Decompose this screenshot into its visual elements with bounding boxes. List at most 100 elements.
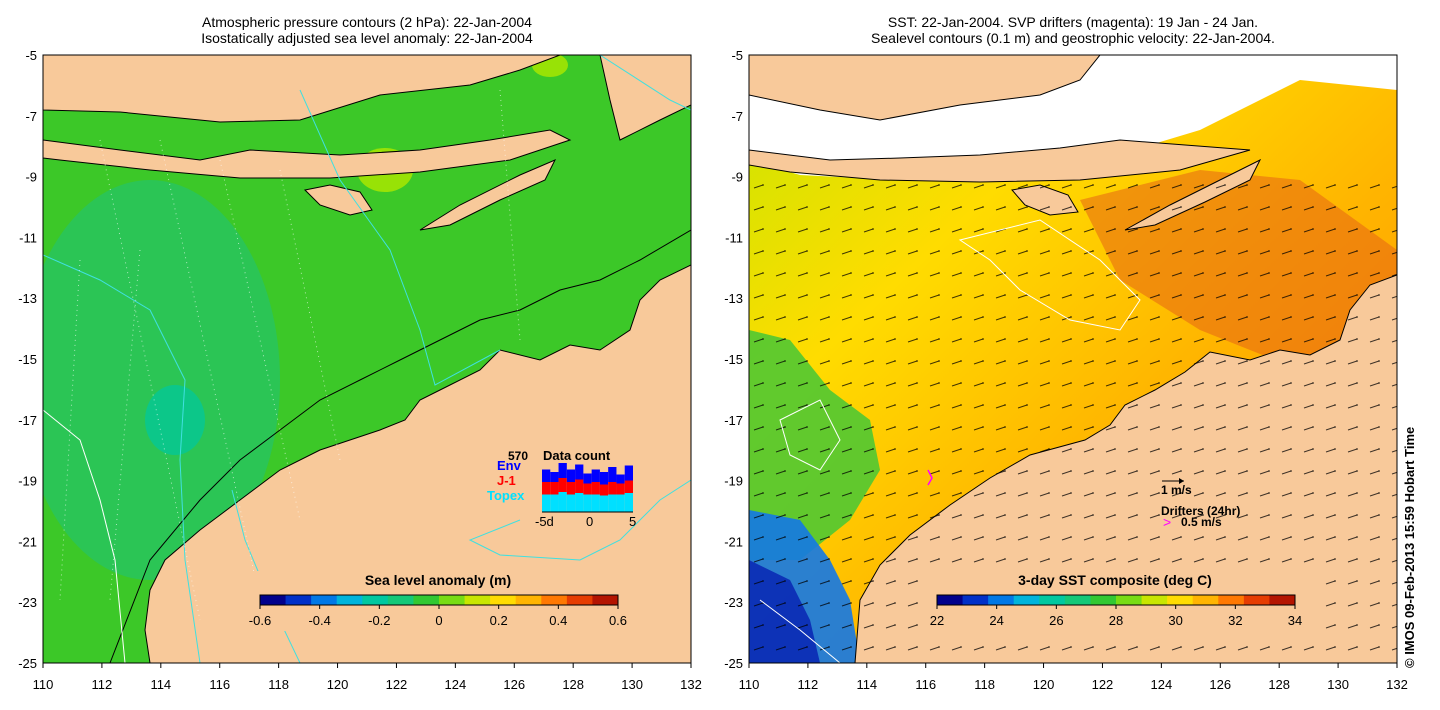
right-lat-tick--17: -17 [724, 413, 743, 428]
left-colorbar-swatch [464, 595, 491, 605]
left-land-sumba [303, 184, 373, 216]
data-count-bar-j1 [624, 480, 633, 493]
left-lat-tick--21: -21 [18, 534, 37, 549]
left-lon-tick-124: 124 [445, 677, 467, 692]
left-land-timor [419, 159, 557, 231]
left-land-australia [144, 264, 691, 663]
right-colorbar-swatch [1218, 595, 1245, 605]
data-count-bar-topex [566, 494, 576, 512]
left-anomaly-low-core [145, 385, 205, 455]
data-count-xtick-3: 5 [629, 514, 636, 529]
left-panel-title: Atmospheric pressure contours (2 hPa): 2… [43, 14, 691, 46]
right-colorbar-ticks: 22 24 26 28 30 32 34 [930, 605, 1302, 628]
right-land-lesser-sunda [749, 139, 1251, 183]
data-count-bar-env [608, 467, 617, 482]
data-count-bar-j1 [575, 479, 584, 493]
drifter-scale-label: 0.5 m/s [1181, 515, 1222, 529]
left-lat-tick--13: -13 [18, 291, 37, 306]
right-colorbar-swatch [1192, 595, 1219, 605]
left-lon-tick-120: 120 [327, 677, 349, 692]
data-count-bar-env [558, 463, 567, 478]
right-lon-tick-110: 110 [739, 677, 760, 692]
data-count-bar-topex [599, 495, 609, 512]
data-count-bar-j1 [566, 482, 576, 495]
left-lon-tick-116: 116 [209, 677, 230, 692]
left-colorbar-tick-label: -0.6 [249, 613, 271, 628]
data-count-bar-j1 [608, 482, 617, 495]
left-colorbar-swatch [336, 595, 363, 605]
data-count-bar-j1 [542, 482, 551, 495]
left-colorbar-swatch [515, 595, 542, 605]
data-count-bar-j1 [591, 482, 600, 495]
left-pressure-contour-3 [231, 489, 301, 663]
velocity-scale-label: 1 m/s [1161, 483, 1192, 497]
left-colorbar-tick-label: 0.6 [609, 613, 627, 628]
right-sealevel-contour-2 [779, 399, 841, 471]
data-count-bar-topex [558, 492, 567, 512]
right-panel-title: SST: 22-Jan-2004. SVP drifters (magenta)… [749, 14, 1397, 46]
left-satellite-tracks [59, 89, 521, 621]
right-title-line2: Sealevel contours (0.1 m) and geostrophi… [871, 30, 1275, 46]
left-colorbar-swatch [413, 595, 440, 605]
copyright-credit: © IMOS 09-Feb-2013 15:59 Hobart Time [1402, 426, 1417, 668]
data-count-bar-env [624, 465, 633, 481]
data-count-legend-j1: J-1 [497, 473, 516, 488]
right-colorbar-swatch [1243, 595, 1270, 605]
left-lon-tick-118: 118 [268, 677, 289, 692]
left-colorbar-swatch [439, 595, 466, 605]
data-count-bar-topex [616, 494, 625, 512]
velocity-scale-legend: 1 m/s Drifters (24hr) > 0.5 m/s [1161, 478, 1240, 530]
left-colorbar-swatch [362, 595, 389, 605]
right-lat-tick--25: -25 [724, 656, 743, 671]
left-title-line2: Isostatically adjusted sea level anomaly… [201, 30, 533, 46]
left-lat-tick--23: -23 [18, 595, 37, 610]
data-count-bar-topex [591, 494, 600, 512]
left-lon-tick-130: 130 [621, 677, 643, 692]
right-lat-tick--13: -13 [724, 291, 743, 306]
right-lat-tick--21: -21 [724, 534, 743, 549]
right-colorbar-swatch [1116, 595, 1143, 605]
data-count-bar-env [616, 474, 625, 484]
left-colorbar: Sea level anomaly (m) -0.6 -0.4 -0.2 0 0.2 0.… [241, 571, 637, 631]
right-colorbar-swatch [962, 595, 989, 605]
right-lon-tick-124: 124 [1151, 677, 1173, 692]
left-lon-tick-126: 126 [503, 677, 525, 692]
left-colorbar-tick-label: 0.4 [549, 613, 567, 628]
right-colorbar-swatch [1039, 595, 1066, 605]
left-lat-tick--17: -17 [18, 413, 37, 428]
right-colorbar-swatch [1167, 595, 1194, 605]
left-colorbar-ticks: -0.6 -0.4 -0.2 0 0.2 0.4 0.6 [249, 605, 627, 628]
right-lon-tick-128: 128 [1268, 677, 1290, 692]
right-colorbar-swatch [1269, 595, 1296, 605]
data-count-xtick-2: 0 [586, 514, 593, 529]
drifters-label: Drifters (24hr) [1161, 504, 1240, 518]
left-land-ne [599, 55, 691, 141]
left-colorbar-gradient [259, 594, 619, 606]
right-colorbar-swatch [1141, 595, 1168, 605]
right-map-panel: 1 m/s Drifters (24hr) > 0.5 m/s 3-day SS… [748, 54, 1398, 664]
data-count-bar-env [550, 472, 559, 482]
right-colorbar-tick-label: 30 [1168, 613, 1182, 628]
right-colorbar-tick-label: 32 [1228, 613, 1242, 628]
right-lon-tick-112: 112 [798, 677, 819, 692]
left-pressure-contour-4 [468, 479, 691, 561]
right-colorbar-swatch [937, 595, 964, 605]
right-sealevel-contour-3 [759, 599, 841, 663]
left-shelf-contour [109, 229, 691, 663]
data-count-bar-env [566, 469, 576, 482]
right-land-java [749, 55, 1101, 121]
right-lon-tick-118: 118 [974, 677, 995, 692]
right-lon-tick-116: 116 [915, 677, 936, 692]
axis-tick-labels: 110 112 114 116 118 120 122 124 126 128 130 132 -5 -7… [18, 48, 1408, 692]
left-colorbar-swatch [311, 595, 338, 605]
left-pressure-contour-2 [43, 254, 201, 663]
left-lon-tick-110: 110 [33, 677, 54, 692]
right-colorbar-swatch [1013, 595, 1040, 605]
left-lat-tick--9: -9 [25, 170, 37, 185]
left-pressure-contour-1 [299, 89, 501, 386]
data-count-inset: Data count 570 Env J-1 Topex -5d 0 5 [487, 448, 636, 529]
right-lon-tick-130: 130 [1327, 677, 1349, 692]
data-count-legend-env: Env [497, 458, 522, 473]
left-land-java [43, 55, 561, 123]
